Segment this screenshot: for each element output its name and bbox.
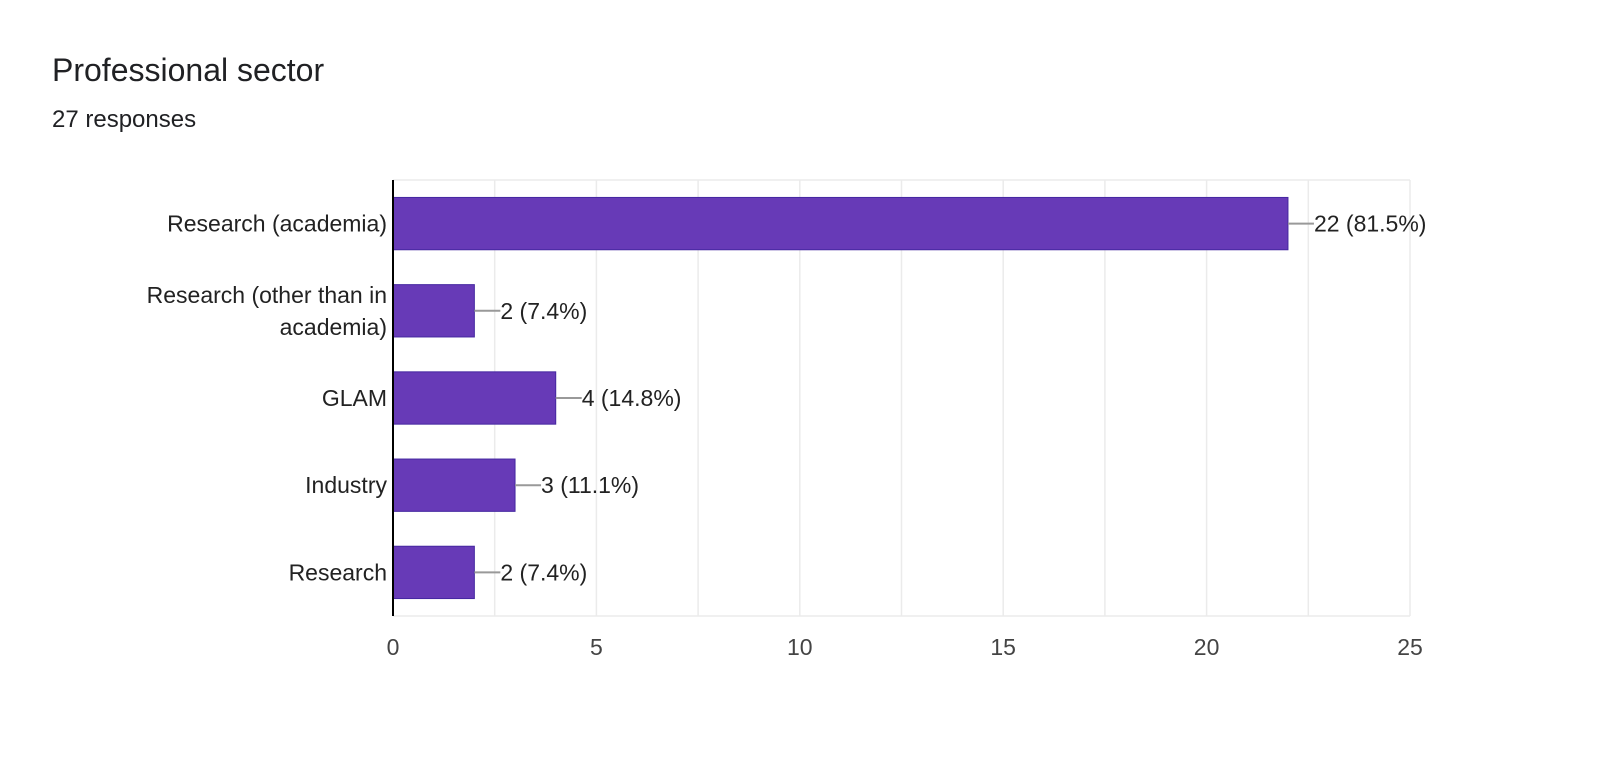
data-label: 3 (11.1%) [541,472,639,498]
bar [392,458,516,512]
category-label: Research [289,559,387,585]
x-tick-label: 10 [787,634,813,660]
x-tick-label: 25 [1397,634,1423,660]
x-tick-label: 15 [990,634,1016,660]
bars [392,196,1289,600]
category-label: Research (academia) [167,211,387,237]
data-label: 22 (81.5%) [1314,211,1427,237]
bar [392,284,475,338]
data-label: 2 (7.4%) [500,559,587,585]
data-label: 2 (7.4%) [500,298,587,324]
chart-title: Professional sector [52,52,325,88]
bar [392,545,475,600]
axes: 0 5 10 15 20 25 [387,180,1423,660]
x-tick-label: 5 [590,634,603,660]
category-label: Industry [305,472,387,498]
x-tick-label: 20 [1194,634,1220,660]
category-label: Research (other than in academia) [147,282,387,340]
data-label: 4 (14.8%) [582,385,682,411]
category-label: GLAM [322,385,387,411]
labels: 22 (81.5%) Research (academia) 2 (7.4%) Res… [147,211,1427,586]
response-count: 27 responses [52,106,197,133]
gridlines [393,179,1411,617]
bar [392,371,557,425]
x-tick-label: 0 [387,634,400,660]
bar [392,196,1289,251]
